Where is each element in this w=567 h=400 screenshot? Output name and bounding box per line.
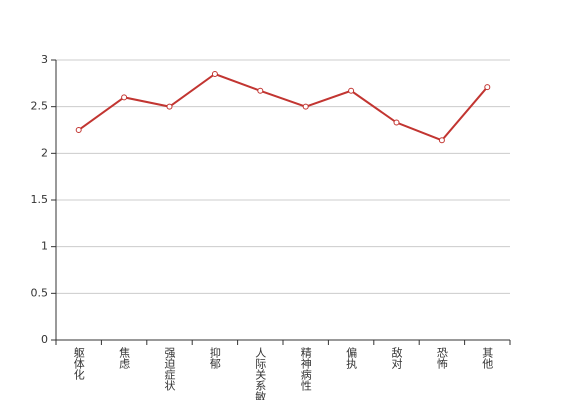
x-tick-label: 抑郁: [208, 346, 221, 369]
x-tick-label: 人际关系敏感: [254, 347, 267, 400]
x-tick-label: 其他: [481, 347, 494, 369]
point: [257, 87, 264, 94]
x-tick-label: 焦虑: [118, 347, 131, 369]
y-tick-label: 2.5: [31, 100, 49, 113]
point: [484, 84, 491, 91]
point: [121, 94, 128, 101]
point: [211, 71, 218, 77]
y-tick-label: 2: [41, 146, 48, 159]
x-tick-label: 敌对: [390, 346, 403, 369]
point: [166, 103, 173, 110]
point: [348, 87, 355, 94]
y-tick-label: 1.5: [31, 193, 49, 206]
x-tick-label: 偏执: [345, 346, 358, 370]
y-tick-label: 1: [41, 240, 48, 253]
point: [393, 119, 400, 126]
x-tick-label: 躯体化: [72, 347, 85, 381]
line: [78, 72, 489, 142]
y-tick-label: 0: [41, 333, 48, 346]
y-tick-label: 0.5: [31, 286, 49, 299]
x-tick-label: 精神病性: [299, 347, 312, 392]
y-tick-label: 3: [41, 53, 48, 66]
x-tick-label: 强迫症状: [163, 347, 176, 391]
point: [438, 137, 445, 144]
point: [75, 127, 82, 133]
point: [302, 103, 309, 110]
x-tick-label: 恐怖: [435, 347, 448, 369]
